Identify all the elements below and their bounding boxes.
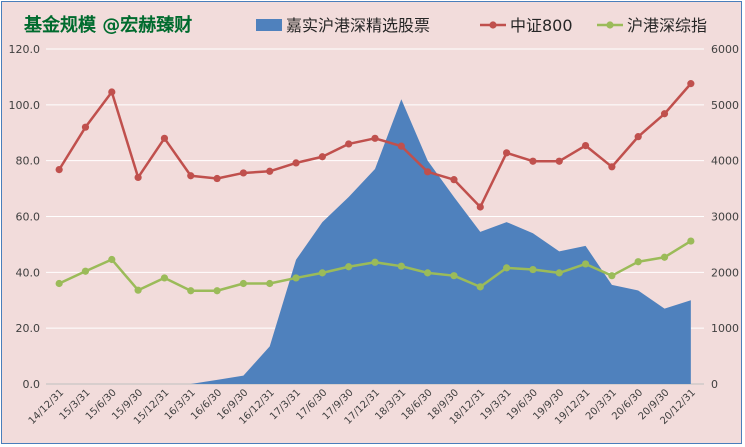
x-tick-label: 14/12/31: [27, 387, 67, 427]
data-point: [81, 123, 90, 131]
data-point: [134, 173, 142, 182]
data-point: [476, 283, 484, 291]
data-point: [213, 174, 221, 183]
area-series-layer: [190, 99, 691, 384]
data-point: [555, 269, 563, 277]
data-point: [345, 263, 353, 271]
left-tick-label: 80.0: [16, 155, 41, 168]
data-point: [55, 166, 63, 174]
area-series-fund-size: [190, 99, 691, 384]
data-point: [318, 153, 326, 161]
data-point: [239, 279, 247, 288]
data-point: [687, 237, 695, 245]
data-point: [476, 203, 484, 211]
data-point: [187, 172, 195, 180]
data-point: [581, 141, 590, 150]
data-point: [397, 142, 405, 150]
data-point: [608, 272, 616, 280]
line-series-layer: [55, 80, 695, 295]
legend-item: 沪港深综指: [597, 16, 707, 35]
data-point: [134, 286, 142, 294]
data-point: [503, 149, 511, 157]
data-point: [397, 262, 405, 270]
data-point: [450, 176, 458, 184]
left-tick-label: 60.0: [16, 211, 41, 224]
data-point: [292, 159, 300, 167]
data-point: [450, 272, 458, 280]
data-point: [108, 88, 116, 96]
legend-label: 沪港深综指: [627, 16, 707, 35]
right-tick-label: 3000: [711, 211, 739, 224]
legend-marker: [606, 21, 614, 29]
data-point: [634, 258, 642, 266]
data-point: [345, 140, 353, 148]
right-tick-label: 1000: [711, 322, 739, 335]
data-point: [239, 169, 247, 177]
data-point: [108, 255, 116, 264]
legend-label: 嘉实沪港深精选股票: [286, 16, 430, 35]
data-point: [371, 134, 379, 142]
left-tick-label: 0.0: [23, 378, 41, 391]
left-axis: 0.0 20.0 40.0 60.0 80.0 100.0 120.0: [9, 43, 41, 391]
right-tick-label: 6000: [711, 43, 739, 56]
data-point: [266, 167, 274, 175]
data-point: [529, 265, 537, 274]
x-axis: 14/12/3115/3/3115/6/3015/9/3015/12/3116/…: [27, 387, 698, 427]
data-point: [292, 274, 300, 282]
data-point: [160, 134, 169, 142]
data-point: [318, 269, 326, 277]
left-tick-label: 20.0: [16, 322, 41, 335]
right-axis: 0 1000 2000 3000 4000 5000 6000: [711, 43, 739, 391]
data-point: [555, 157, 563, 165]
legend-label: 中证800: [510, 16, 573, 35]
data-point: [529, 157, 537, 165]
data-point: [213, 287, 221, 295]
legend-swatch: [256, 19, 282, 31]
data-point: [634, 133, 642, 141]
right-tick-label: 4000: [711, 155, 739, 168]
data-point: [687, 80, 695, 88]
data-point: [371, 258, 379, 266]
data-point: [660, 110, 669, 118]
chart-title: 基金规模 @宏赫臻财: [23, 14, 192, 36]
data-point: [266, 279, 274, 288]
data-point: [160, 274, 169, 282]
left-tick-label: 120.0: [9, 43, 41, 56]
legend-item: 嘉实沪港深精选股票: [256, 16, 430, 35]
right-tick-label: 2000: [711, 266, 739, 279]
data-point: [55, 279, 63, 288]
left-tick-label: 40.0: [16, 266, 41, 279]
data-point: [581, 260, 590, 268]
data-point: [424, 269, 432, 277]
data-point: [187, 287, 195, 295]
right-tick-label: 5000: [711, 99, 739, 112]
left-tick-label: 100.0: [9, 99, 41, 112]
data-point: [660, 253, 669, 261]
legend-marker: [489, 21, 497, 29]
line-series-2: [55, 237, 695, 295]
data-point: [81, 267, 90, 275]
data-point: [503, 264, 511, 272]
line-series-1: [55, 80, 695, 211]
right-tick-label: 0: [711, 378, 718, 391]
legend: 嘉实沪港深精选股票 中证800 沪港深综指: [256, 16, 707, 35]
legend-item: 中证800: [480, 16, 573, 35]
data-point: [424, 168, 432, 176]
data-point: [608, 163, 616, 171]
